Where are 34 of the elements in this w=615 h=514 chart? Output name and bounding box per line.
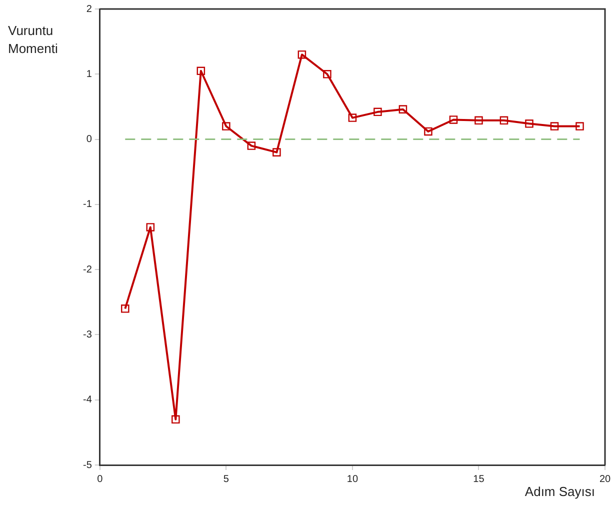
point <box>146 223 155 232</box>
point <box>449 116 458 124</box>
y-tick-label: -1 <box>82 199 92 210</box>
point <box>247 142 256 150</box>
x-tick-label: 15 <box>473 474 485 485</box>
point <box>576 122 584 130</box>
point <box>500 116 508 125</box>
point <box>348 114 357 122</box>
x-axis-title: Adım Sayısı <box>524 484 595 499</box>
y-tick-label: 0 <box>86 134 92 146</box>
y-tick-label: -3 <box>82 329 92 340</box>
point <box>121 304 130 313</box>
y-tick-label: -5 <box>82 460 92 471</box>
y-tick-label: 1 <box>86 68 92 80</box>
x-tick-label: 5 <box>223 474 230 485</box>
point <box>424 127 432 136</box>
point <box>272 148 281 156</box>
point <box>196 66 206 76</box>
point <box>323 70 332 78</box>
point <box>374 108 382 116</box>
y-tick-label: 2 <box>86 4 92 15</box>
x-tick-label: 10 <box>346 474 358 485</box>
x-tick-label: 0 <box>97 474 104 485</box>
point <box>398 105 408 114</box>
y-axis-title: Vuruntu Momenti <box>8 22 59 58</box>
x-tick-label: 20 <box>599 474 611 485</box>
point <box>550 122 559 130</box>
point <box>172 415 180 424</box>
point <box>222 122 230 130</box>
point <box>525 120 534 128</box>
point <box>474 116 483 125</box>
y-tick-label: -2 <box>82 264 92 276</box>
point <box>298 50 306 59</box>
y-tick-label: -4 <box>82 394 92 406</box>
